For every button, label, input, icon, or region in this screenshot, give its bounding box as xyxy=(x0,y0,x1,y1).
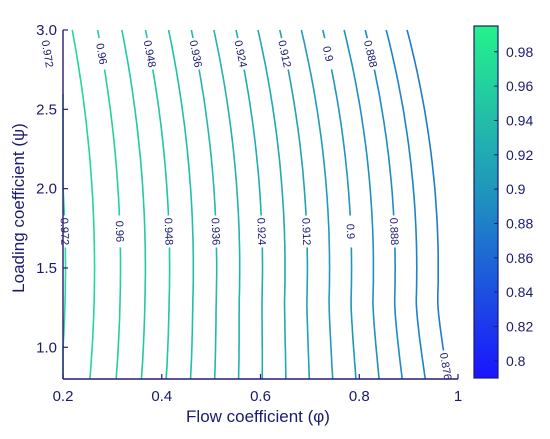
colorbar-tick-label: 0.86 xyxy=(506,250,533,266)
contour-label: 0.876 xyxy=(437,352,453,381)
contour-label-bg xyxy=(92,36,112,71)
contour-label: 0.888 xyxy=(387,217,400,245)
contour-label-bg xyxy=(254,215,270,248)
contour-0.954 xyxy=(121,29,147,380)
contour-label: 0.972 xyxy=(39,39,55,68)
contour-0.918 xyxy=(257,29,287,380)
contour-label: 0.9 xyxy=(320,45,335,63)
x-tick-label: 0.8 xyxy=(349,388,370,405)
colorbar-gradient xyxy=(473,25,499,379)
contour-label-bg xyxy=(208,215,224,248)
colorbar-tick-label: 0.92 xyxy=(506,147,533,163)
contour-label: 0.936 xyxy=(209,218,222,246)
contour-label-bg xyxy=(112,215,128,248)
contour-label-bg xyxy=(299,215,315,248)
contour-label-bg xyxy=(343,215,359,248)
contour-0.894 xyxy=(343,29,380,380)
colorbar-tick-label: 0.94 xyxy=(506,112,533,128)
y-axis-label: Loading coefficient (ψ) xyxy=(9,123,28,293)
colorbar xyxy=(473,25,499,379)
contour-label-bg xyxy=(317,36,339,71)
contour-0.960 xyxy=(96,29,122,380)
contour-0.882 xyxy=(385,29,427,380)
contour-labels: 0.876 0.888 0.888 0.9 0.9 0.912 0.912 0.924 0.92… xyxy=(38,36,456,384)
contour-label: 0.948 xyxy=(141,39,158,68)
colorbar-tick-label: 0.8 xyxy=(506,353,526,369)
contour-label-bg xyxy=(38,36,58,71)
contour-label: 0.924 xyxy=(231,39,248,68)
contour-label-bg xyxy=(360,36,382,71)
colorbar-tick-label: 0.9 xyxy=(506,181,526,197)
contour-0.900 xyxy=(322,29,357,380)
x-tick-label: 0.2 xyxy=(53,388,74,405)
contour-0.876 xyxy=(406,29,450,380)
contour-label-bg xyxy=(57,215,73,248)
colorbar-tick-label: 0.96 xyxy=(506,78,533,94)
contour-label-bg xyxy=(436,349,456,384)
contour-label: 0.924 xyxy=(254,218,267,246)
x-axis-label: Flow coefficient (φ) xyxy=(186,407,330,426)
contour-label: 0.96 xyxy=(113,221,126,243)
contour-0.888 xyxy=(364,29,403,380)
colorbar-tick-label: 0.82 xyxy=(506,318,533,334)
colorbar-tick-label: 0.84 xyxy=(506,284,533,300)
x-tick-label: 0.4 xyxy=(151,388,172,405)
y-tick-label: 2.0 xyxy=(36,181,57,198)
contour-label-bg xyxy=(186,36,207,71)
colorbar-ticks: 0.8 0.82 0.84 0.86 0.88 0.9 0.92 0.94 0.96 0.98 xyxy=(494,44,533,369)
contour-label: 0.888 xyxy=(361,39,379,69)
contour-lines xyxy=(62,29,450,380)
contour-label: 0.96 xyxy=(93,42,109,65)
contour-label-bg xyxy=(231,36,252,71)
x-tick-label: 1 xyxy=(454,388,462,405)
colorbar-tick-label: 0.98 xyxy=(506,44,533,60)
contour-0.942 xyxy=(167,29,195,380)
contour-0.930 xyxy=(213,29,241,380)
contour-0.936 xyxy=(190,29,218,380)
contour-label: 0.948 xyxy=(162,218,175,246)
x-tick-label: 0.6 xyxy=(250,388,271,405)
contour-label: 0.912 xyxy=(299,218,312,246)
contour-0.924 xyxy=(235,29,264,379)
contour-0.948 xyxy=(144,29,171,380)
contour-label-bg xyxy=(140,36,160,71)
contour-label: 0.936 xyxy=(187,39,204,68)
contour-label-bg xyxy=(274,36,296,71)
contour-0.912 xyxy=(279,29,311,380)
contour-label-bg xyxy=(161,215,177,248)
y-tick-label: 3.0 xyxy=(36,22,57,39)
contour-0.966 xyxy=(71,29,96,380)
contour-label: 0.9 xyxy=(344,224,357,240)
y-tick-label: 1.0 xyxy=(36,339,57,356)
y-tick-label: 1.5 xyxy=(36,260,57,277)
contour-label-bg xyxy=(386,215,403,248)
contour-label: 0.972 xyxy=(58,218,71,246)
axis-ticks: 0.2 0.4 0.6 0.8 1 1.0 1.5 2.0 2.5 3.0 xyxy=(36,22,462,405)
y-tick-label: 2.5 xyxy=(36,101,57,118)
colorbar-tick-label: 0.88 xyxy=(506,215,533,231)
contour-label: 0.912 xyxy=(275,39,292,68)
contour-0.906 xyxy=(300,29,334,380)
